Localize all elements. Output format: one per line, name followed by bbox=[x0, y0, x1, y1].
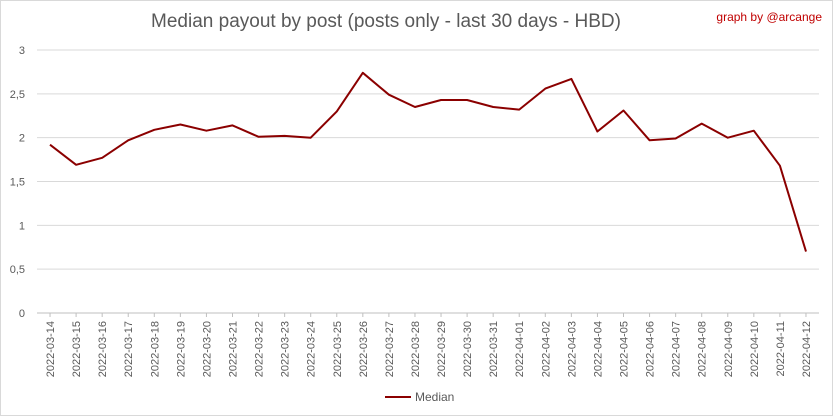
x-tick-label: 2022-04-09 bbox=[723, 321, 735, 377]
x-tick-label: 2022-04-08 bbox=[697, 321, 709, 377]
x-tick-label: 2022-03-28 bbox=[410, 321, 422, 377]
x-tick-label: 2022-03-19 bbox=[175, 321, 187, 377]
x-tick-label: 2022-04-05 bbox=[619, 321, 631, 377]
chart-credit: graph by @arcange bbox=[716, 10, 822, 24]
series-line-median bbox=[49, 71, 807, 252]
x-tick-label: 2022-03-29 bbox=[436, 321, 448, 377]
x-tick-label: 2022-03-16 bbox=[97, 321, 109, 377]
y-tick-label: 1 bbox=[19, 220, 25, 232]
x-tick-label: 2022-03-25 bbox=[332, 321, 344, 377]
x-tick-label: 2022-04-12 bbox=[801, 321, 813, 377]
x-axis-ticks: 2022-03-14 2022-03-15 2022-03-16 2022-03-17… bbox=[45, 313, 813, 377]
x-tick-label: 2022-03-24 bbox=[306, 321, 318, 377]
x-tick-label: 2022-04-01 bbox=[514, 321, 526, 377]
gridlines bbox=[37, 49, 819, 314]
legend: Median bbox=[385, 390, 454, 404]
x-tick-label: 2022-03-31 bbox=[488, 321, 500, 377]
x-tick-label: 2022-03-18 bbox=[149, 321, 161, 377]
x-tick-label: 2022-04-04 bbox=[592, 321, 604, 377]
x-tick-label: 2022-03-26 bbox=[358, 321, 370, 377]
y-tick-label: 0 bbox=[19, 308, 25, 320]
x-tick-label: 2022-04-06 bbox=[645, 321, 657, 377]
y-tick-label: 2,5 bbox=[10, 89, 25, 101]
x-tick-label: 2022-04-07 bbox=[671, 321, 683, 377]
x-tick-label: 2022-03-17 bbox=[123, 321, 135, 377]
x-tick-label: 2022-04-11 bbox=[775, 321, 787, 376]
y-tick-label: 3 bbox=[19, 45, 25, 57]
x-tick-label: 2022-04-10 bbox=[749, 321, 761, 377]
y-tick-label: 1,5 bbox=[10, 177, 25, 189]
x-tick-label: 2022-03-27 bbox=[384, 321, 396, 377]
x-tick-label: 2022-03-15 bbox=[71, 321, 83, 377]
legend-label-median: Median bbox=[415, 390, 454, 404]
x-tick-label: 2022-03-14 bbox=[45, 321, 57, 377]
x-tick-label: 2022-03-23 bbox=[280, 321, 292, 377]
y-tick-label: 2 bbox=[19, 133, 25, 145]
y-tick-label: 0,5 bbox=[10, 264, 25, 276]
x-tick-label: 2022-03-21 bbox=[228, 321, 240, 377]
x-tick-label: 2022-03-30 bbox=[462, 321, 474, 377]
series-group bbox=[49, 71, 807, 252]
y-axis-ticks: 0 0,5 1 1,5 2 2,5 3 bbox=[10, 45, 25, 320]
chart-title: Median payout by post (posts only - last… bbox=[151, 11, 621, 32]
x-tick-label: 2022-03-22 bbox=[254, 321, 266, 377]
x-tick-label: 2022-04-03 bbox=[566, 321, 578, 377]
x-tick-label: 2022-04-02 bbox=[540, 321, 552, 377]
x-tick-label: 2022-03-20 bbox=[201, 321, 213, 377]
